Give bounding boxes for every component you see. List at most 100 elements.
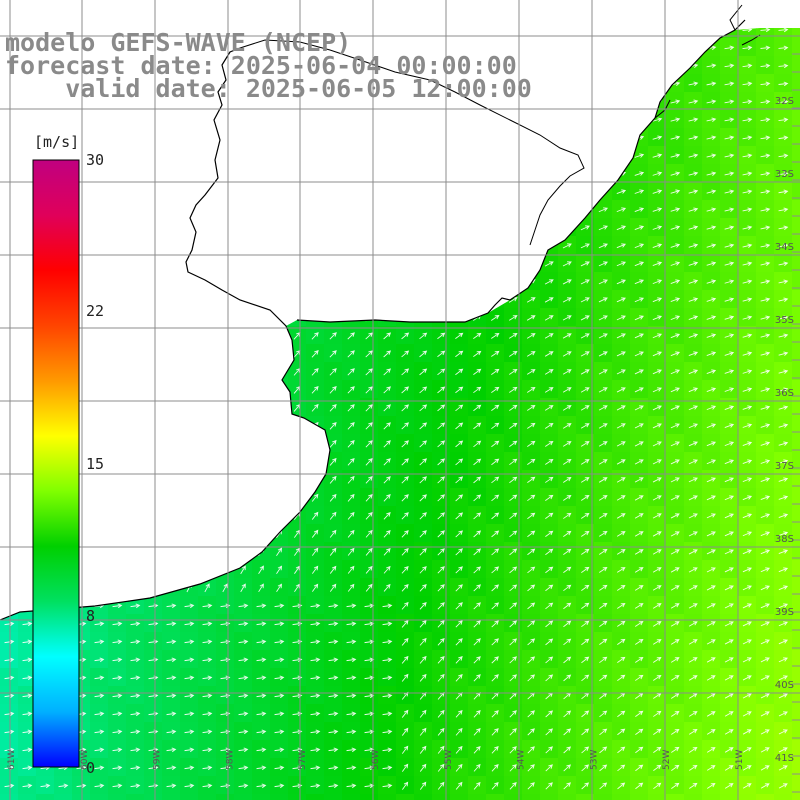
wind-arrow [617,728,626,736]
wind-arrow [653,746,662,753]
wind-cell [756,794,775,800]
wind-arrow [365,440,373,448]
wind-arrow [4,765,15,771]
wind-cell [756,650,775,669]
wind-arrow [742,765,752,771]
wind-cell [630,632,649,651]
lon-label: 51W [735,750,745,770]
wind-cell [324,704,343,723]
wind-arrow [778,351,789,356]
wind-cell [774,110,793,129]
wind-arrow [634,405,644,411]
wind-arrow [616,477,626,483]
wind-arrow [473,530,482,538]
wind-cell [324,650,343,669]
wind-cell [666,704,685,723]
wind-cell [792,578,800,597]
wind-arrow [112,603,123,609]
wind-arrow [274,783,285,789]
wind-arrow [688,585,698,591]
wind-arrow [4,639,15,645]
wind-arrow [256,639,267,645]
wind-cell [630,524,649,543]
wind-cell [720,362,739,381]
wind-arrow [778,513,789,518]
wind-cell [252,740,271,759]
wind-cell [270,686,289,705]
wind-arrow [473,620,481,628]
wind-cell [360,686,379,705]
wind-cell [648,380,667,399]
wind-cell [630,722,649,741]
wind-arrow [258,583,264,593]
wind-cell [576,362,595,381]
wind-arrow [491,728,499,736]
wind-arrow [491,566,500,574]
wind-arrow [365,583,373,592]
coastline [0,19,746,621]
wind-cell [648,578,667,597]
wind-arrow [778,63,789,69]
wind-arrow [706,747,716,753]
wind-arrow [401,583,409,592]
wind-cell [576,380,595,399]
wind-arrow [706,765,716,771]
wind-arrow [382,711,393,717]
wind-arrow [670,531,680,537]
wind-cell [774,434,793,453]
wind-cell [594,794,613,800]
wind-arrow [509,458,518,466]
wind-cell [216,794,235,800]
wind-cell [198,704,217,723]
wind-arrow [580,243,590,249]
wind-arrow [238,675,249,681]
wind-arrow [166,711,177,717]
lon-label: 56W [371,750,381,770]
wind-arrow [742,495,753,501]
wind-cell [756,686,775,705]
wind-arrow [365,511,373,520]
wind-arrow [455,602,463,610]
wind-arrow [545,440,554,447]
wind-cell [90,632,109,651]
wind-cell [756,614,775,633]
wind-cell [648,542,667,561]
wind-cell [774,560,793,579]
wind-arrow [401,673,409,682]
wind-cell [630,560,649,579]
wind-cell [756,542,775,561]
wind-arrow [58,783,69,789]
wind-cell [540,308,559,327]
wind-arrow [544,279,554,285]
wind-arrow [580,351,590,357]
wind-arrow [634,333,644,339]
wind-cell [756,740,775,759]
wind-cell [540,524,559,543]
wind-arrow [688,81,699,86]
wind-cell [612,434,631,453]
wind-cell [540,452,559,471]
wind-cell [612,470,631,489]
wind-arrow [580,297,590,303]
wind-cell [702,92,721,111]
wind-arrow [706,405,717,411]
wind-arrow [760,207,771,213]
wind-cell [594,434,613,453]
wind-cell [612,578,631,597]
wind-cell [702,632,721,651]
wind-arrow [581,764,590,772]
wind-arrow [706,783,716,789]
wind-arrow [437,548,445,556]
wind-arrow [634,459,644,465]
wind-arrow [688,261,699,266]
wind-cell [720,614,739,633]
wind-cell [720,326,739,345]
wind-cell [774,38,793,57]
wind-cell [252,776,271,795]
wind-arrow [310,657,321,663]
wind-cell [738,28,757,39]
wind-cell [360,650,379,669]
wind-arrow [598,423,608,429]
wind-arrow [94,693,105,699]
wind-arrow [562,351,572,357]
